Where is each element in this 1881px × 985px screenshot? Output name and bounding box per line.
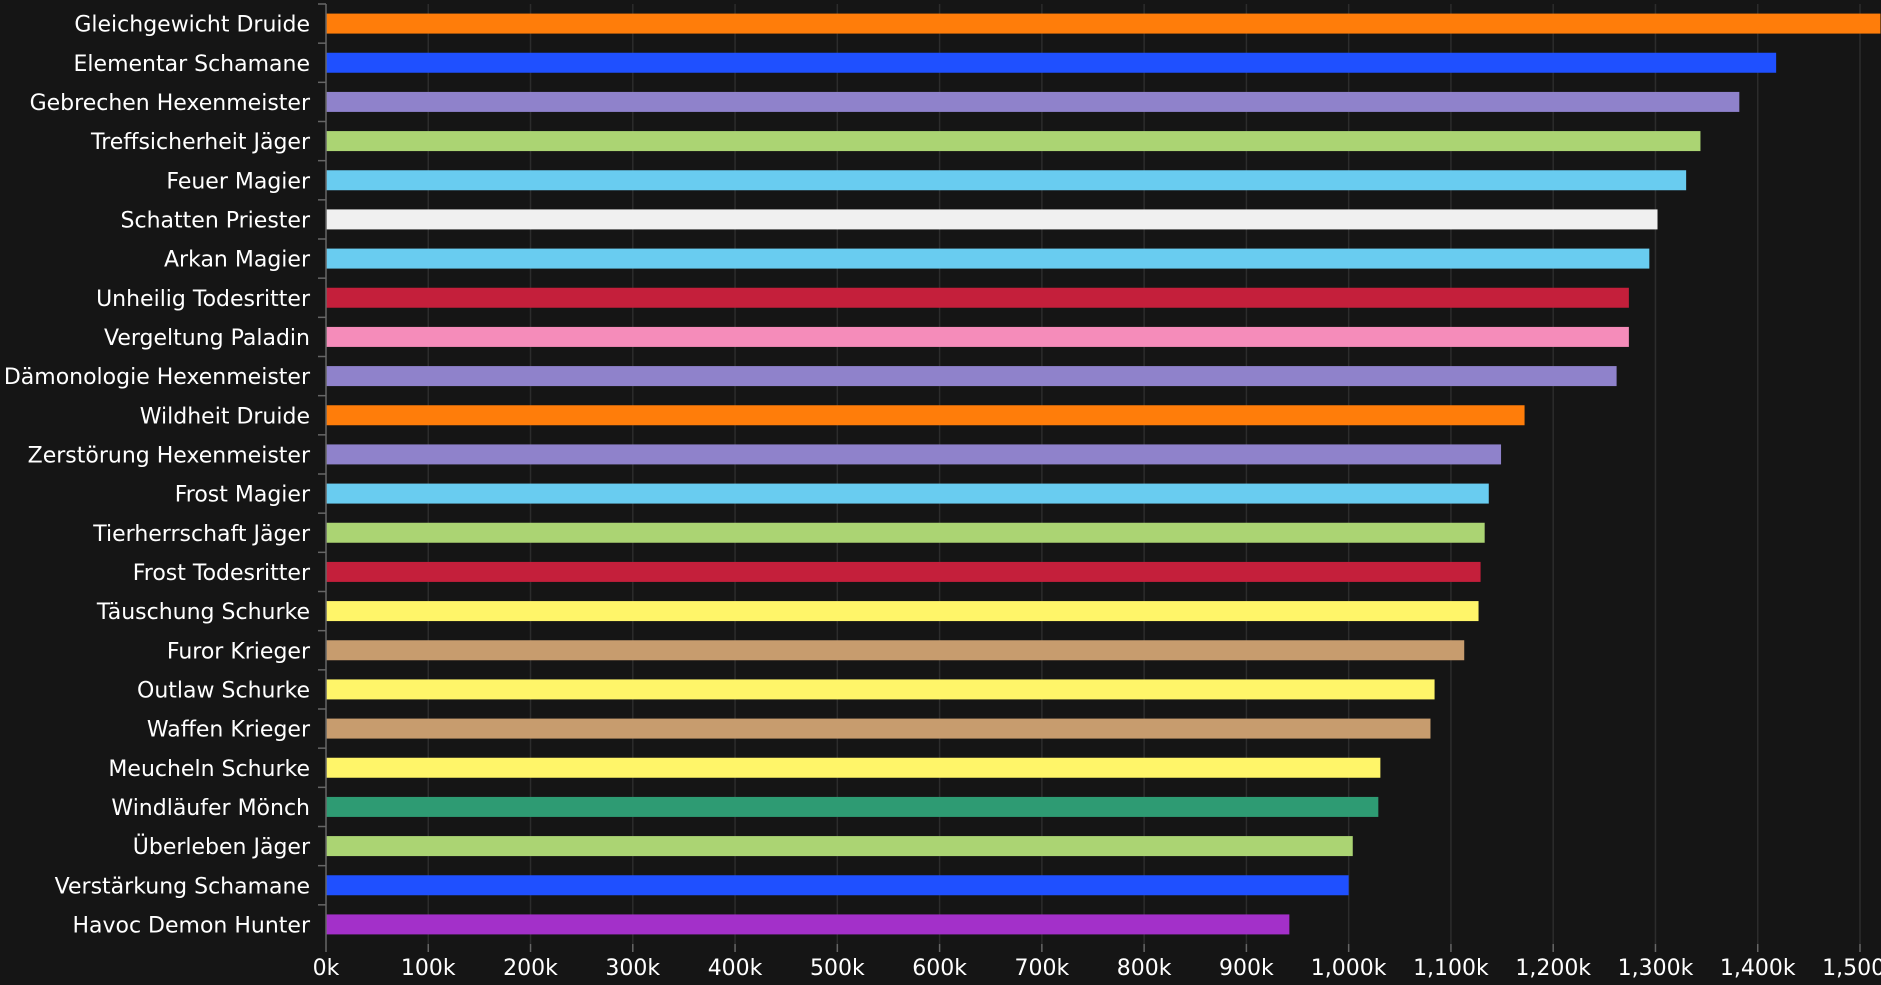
- category-label: Dämonologie Hexenmeister: [4, 365, 311, 390]
- category-label: Elementar Schamane: [74, 52, 310, 77]
- bars: [326, 13, 1881, 935]
- category-label: Gleichgewicht Druide: [74, 13, 310, 38]
- bar[interactable]: [326, 679, 1435, 700]
- bar[interactable]: [326, 91, 1740, 112]
- category-label: Gebrechen Hexenmeister: [30, 91, 311, 116]
- x-tick-label: 600k: [912, 956, 967, 981]
- x-tick-label: 400k: [708, 956, 763, 981]
- x-tick-label: 1,400k: [1720, 956, 1796, 981]
- category-label: Windläufer Mönch: [111, 796, 310, 821]
- category-label: Schatten Priester: [121, 208, 311, 233]
- bar[interactable]: [326, 640, 1465, 661]
- category-label: Frost Magier: [175, 483, 311, 508]
- bar[interactable]: [326, 170, 1687, 191]
- bar[interactable]: [326, 757, 1381, 778]
- x-tick-label: 700k: [1014, 956, 1069, 981]
- category-label: Outlaw Schurke: [137, 678, 310, 703]
- x-tick-label: 1,000k: [1311, 956, 1387, 981]
- x-tick-label: 500k: [810, 956, 865, 981]
- category-label: Vergeltung Paladin: [104, 326, 310, 351]
- grid-lines: [427, 4, 1861, 944]
- bar[interactable]: [326, 875, 1349, 896]
- category-label: Furor Krieger: [167, 639, 311, 664]
- category-label: Havoc Demon Hunter: [72, 913, 310, 938]
- bar[interactable]: [326, 483, 1489, 504]
- category-label: Feuer Magier: [166, 169, 311, 194]
- bar[interactable]: [326, 561, 1481, 582]
- bar[interactable]: [326, 444, 1502, 465]
- category-label: Täuschung Schurke: [96, 600, 310, 625]
- category-label: Treffsicherheit Jäger: [90, 130, 311, 155]
- x-tick-label: 800k: [1117, 956, 1172, 981]
- x-tick-label: 1,200k: [1515, 956, 1591, 981]
- x-tick-label: 200k: [503, 956, 558, 981]
- x-tick-label: 900k: [1219, 956, 1274, 981]
- bar[interactable]: [326, 914, 1290, 935]
- category-label: Überleben Jäger: [133, 834, 311, 860]
- x-tick-label: 1,300k: [1618, 956, 1694, 981]
- x-tick-label: 1,500k: [1822, 956, 1881, 981]
- bar[interactable]: [326, 796, 1379, 817]
- category-label: Zerstörung Hexenmeister: [28, 443, 311, 468]
- bar[interactable]: [326, 836, 1353, 857]
- category-label: Unheilig Todesritter: [96, 287, 311, 312]
- bar[interactable]: [326, 601, 1479, 622]
- category-label: Verstärkung Schamane: [55, 874, 310, 899]
- bar[interactable]: [326, 522, 1485, 543]
- bar[interactable]: [326, 131, 1701, 152]
- category-label: Tierherrschaft Jäger: [92, 522, 311, 547]
- x-axis: 0k 100k 200k 300k 400k 500k 600k 700k 800k 900k 1,…: [313, 3, 1881, 981]
- bar[interactable]: [326, 718, 1431, 739]
- bar[interactable]: [326, 366, 1617, 387]
- bar[interactable]: [326, 52, 1777, 73]
- x-tick-label: 1,100k: [1413, 956, 1489, 981]
- category-label: Frost Todesritter: [133, 561, 311, 586]
- category-label: Waffen Krieger: [147, 718, 311, 743]
- x-tick-label: 100k: [401, 956, 456, 981]
- category-label: Arkan Magier: [164, 248, 311, 273]
- bar[interactable]: [326, 248, 1650, 269]
- category-labels: Gleichgewicht Druide Elementar Schamane Ge…: [4, 13, 311, 939]
- category-label: Wildheit Druide: [140, 404, 310, 429]
- bar[interactable]: [326, 13, 1881, 34]
- bar[interactable]: [326, 209, 1658, 230]
- bar[interactable]: [326, 405, 1525, 426]
- x-tick-label: 0k: [313, 956, 340, 981]
- bar[interactable]: [326, 287, 1629, 308]
- x-tick-label: 300k: [605, 956, 660, 981]
- bar[interactable]: [326, 326, 1629, 347]
- category-label: Meucheln Schurke: [108, 757, 310, 782]
